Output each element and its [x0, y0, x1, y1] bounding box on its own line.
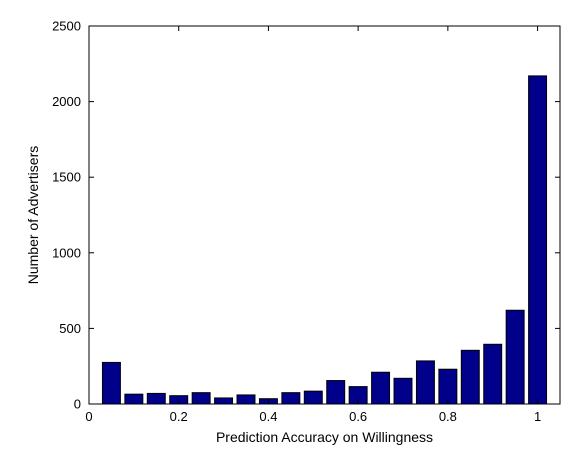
- plot-area: [88, 25, 561, 405]
- bar: [460, 349, 480, 405]
- y-tick-label: 1500: [52, 170, 81, 185]
- y-tick-label: 1000: [52, 245, 81, 260]
- bar: [326, 380, 346, 405]
- bar: [438, 368, 458, 405]
- bar: [214, 397, 234, 405]
- y-tick-label: 2500: [52, 19, 81, 34]
- bar: [191, 392, 211, 405]
- bar: [528, 75, 548, 405]
- x-tick-label: 0: [85, 409, 92, 424]
- bar: [146, 392, 166, 405]
- bar: [393, 377, 413, 405]
- x-tick-label: 0.4: [259, 409, 277, 424]
- bar: [124, 393, 144, 405]
- x-tick-label: 0.6: [349, 409, 367, 424]
- x-tick-label: 0.8: [439, 409, 457, 424]
- y-tick-label: 0: [74, 397, 81, 412]
- bar: [303, 390, 323, 405]
- y-tick-label: 2000: [52, 94, 81, 109]
- y-axis: 0 500 1000 1500 2000 2500: [52, 19, 560, 412]
- bar: [415, 360, 435, 405]
- bar: [505, 309, 525, 405]
- x-axis-label: Prediction Accuracy on Willingness: [216, 429, 433, 445]
- bar: [236, 394, 256, 405]
- bar: [281, 392, 301, 405]
- bar: [101, 361, 121, 405]
- y-axis-label: Number of Advertisers: [25, 146, 41, 285]
- x-axis: 0 0.2 0.4 0.6 0.8 1: [85, 26, 541, 424]
- bar: [371, 371, 391, 405]
- x-tick-label: 1: [534, 409, 541, 424]
- x-tick-label: 0.2: [170, 409, 188, 424]
- y-tick-label: 500: [59, 321, 81, 336]
- bar: [483, 343, 503, 405]
